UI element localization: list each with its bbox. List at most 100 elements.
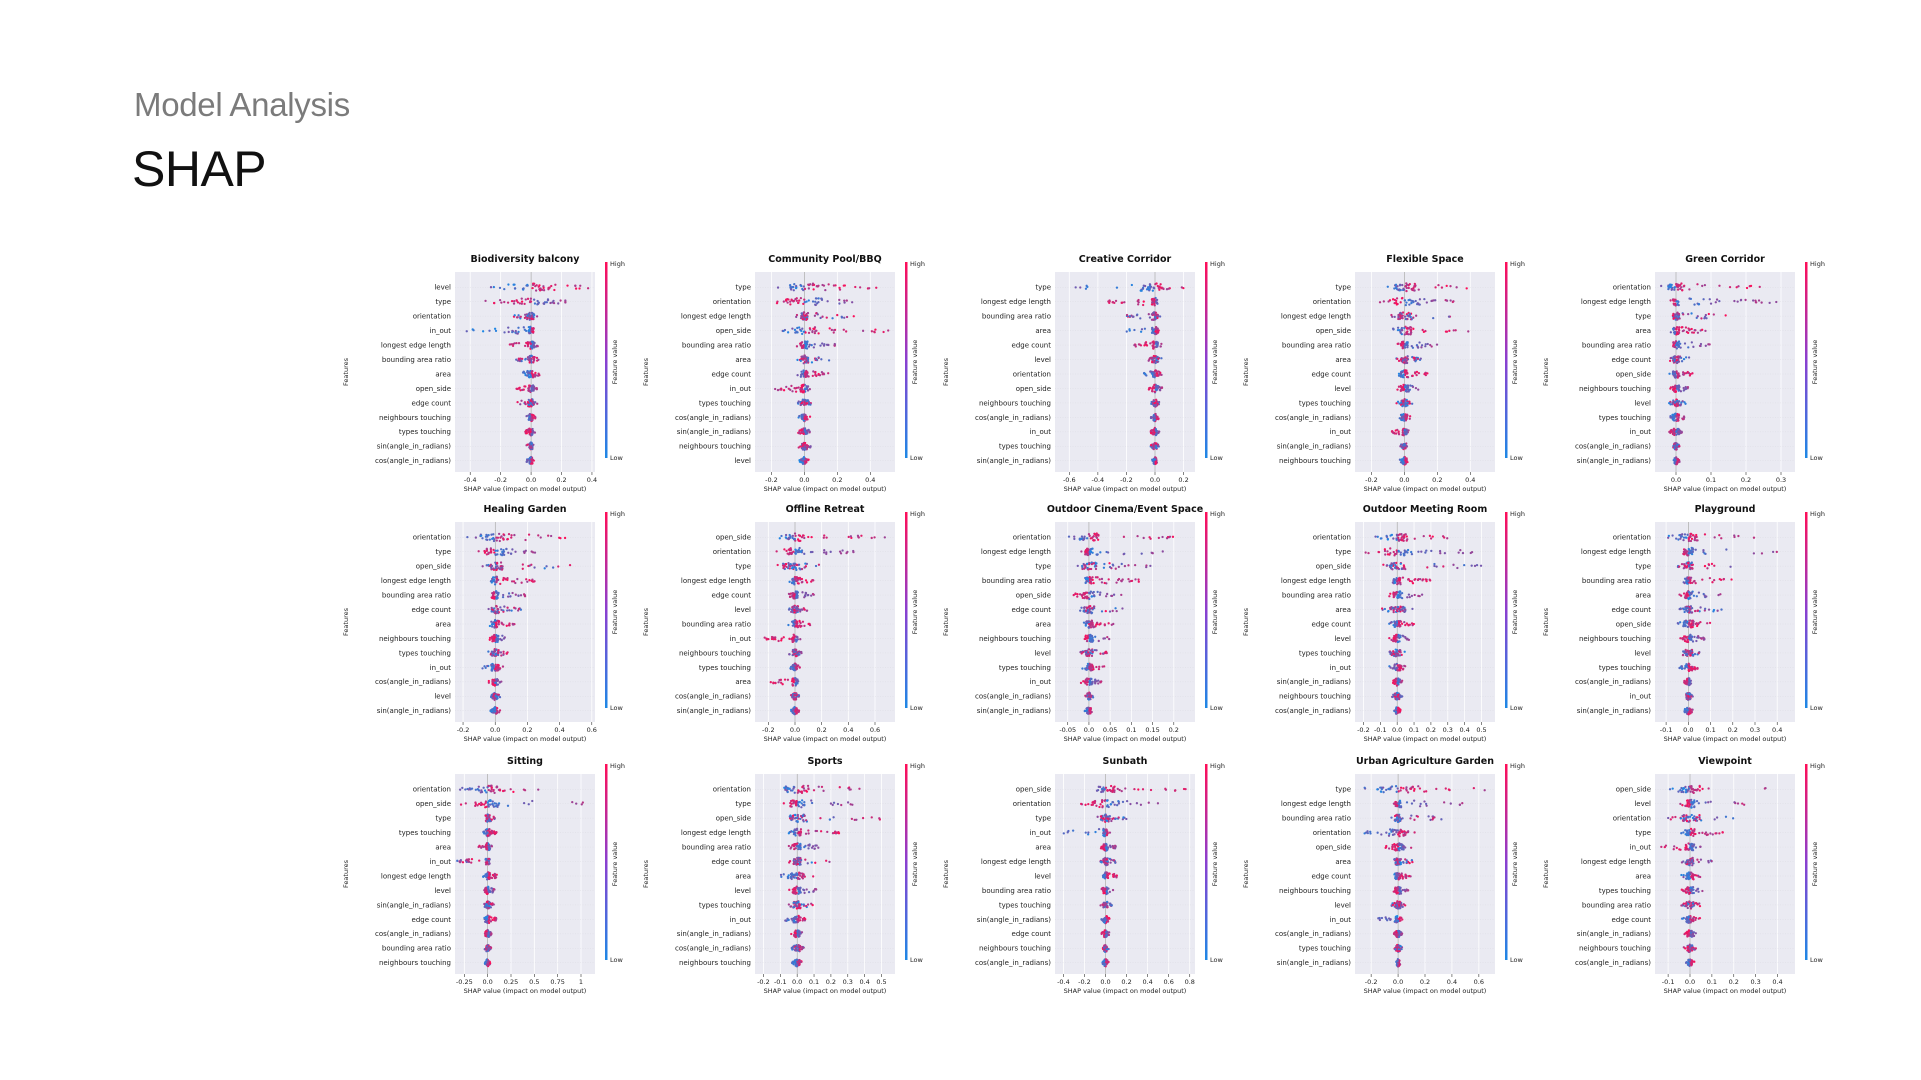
shap-point	[800, 416, 803, 420]
shap-point	[524, 429, 528, 432]
shap-point	[790, 679, 794, 683]
feature-label: neighbours touching	[1579, 385, 1651, 393]
shap-point	[528, 384, 532, 387]
feature-label: sin(angle_in_radians)	[677, 707, 751, 715]
feature-label: orientation	[413, 313, 451, 321]
shap-point	[1151, 389, 1154, 393]
shap-point	[793, 283, 796, 286]
shap-point	[1402, 361, 1406, 364]
x-tick-label: 0.4	[587, 476, 597, 484]
feature-label: orientation	[1613, 284, 1651, 292]
shap-point	[532, 361, 535, 364]
shap-point	[532, 330, 535, 333]
shap-point	[1154, 460, 1157, 464]
shap-point	[795, 345, 799, 348]
shap-point	[1408, 417, 1411, 420]
feature-label: edge count	[1012, 606, 1052, 614]
feature-label: orientation	[1013, 370, 1051, 378]
shap-point	[1152, 444, 1155, 447]
shap-point	[1086, 611, 1089, 614]
shap-point	[494, 681, 497, 684]
shap-point	[800, 651, 803, 655]
shap-point	[514, 607, 517, 610]
shap-point	[1683, 342, 1687, 345]
shap-point	[1145, 344, 1149, 347]
shap-point	[507, 326, 510, 329]
feature-label: cos(angle_in_radians)	[975, 414, 1051, 422]
shap-point	[793, 575, 797, 579]
shap-point	[817, 356, 820, 360]
shap-point	[485, 549, 489, 552]
shap-point	[867, 287, 871, 290]
shap-point	[513, 342, 516, 345]
feature-points	[481, 662, 505, 672]
shap-point	[789, 300, 792, 303]
shap-point	[810, 361, 814, 364]
shap-point	[534, 417, 537, 420]
shap-point	[804, 373, 807, 376]
feature-points	[778, 532, 886, 543]
shap-point	[788, 533, 791, 537]
shap-point	[1674, 318, 1677, 321]
shap-point	[1697, 303, 1701, 306]
shap-point	[495, 577, 499, 581]
shap-point	[1677, 428, 1681, 431]
shap-point	[1152, 329, 1155, 332]
shap-point	[1676, 288, 1680, 291]
shap-point	[1156, 344, 1159, 347]
shap-point	[1688, 374, 1692, 377]
shap-point	[1151, 344, 1154, 347]
shap-point	[803, 429, 806, 432]
feature-label: area	[735, 678, 751, 686]
shap-point	[795, 315, 798, 319]
feature-label: edge count	[712, 370, 752, 378]
feature-points	[489, 282, 590, 292]
shap-point	[1110, 594, 1114, 598]
shap-point	[800, 373, 803, 376]
shap-point	[800, 329, 803, 332]
shap-point	[1671, 357, 1675, 361]
shap-point	[1448, 329, 1451, 332]
shap-point	[1398, 283, 1402, 286]
shap-point	[787, 537, 791, 540]
feature-points	[490, 590, 527, 600]
feature-label: level	[1334, 385, 1351, 393]
shap-point	[529, 331, 532, 335]
shap-point	[800, 567, 804, 571]
shap-point	[1671, 359, 1675, 362]
feature-label: types touching	[999, 443, 1051, 451]
shap-point	[493, 696, 496, 700]
shap-point	[510, 536, 513, 539]
shap-point	[1153, 415, 1156, 418]
feature-points	[1672, 340, 1711, 350]
shap-point	[820, 297, 823, 300]
shap-point	[1444, 330, 1448, 333]
shap-point	[497, 620, 501, 623]
shap-point	[493, 649, 496, 652]
shap-point	[820, 358, 823, 361]
shap-point	[514, 581, 517, 585]
shap-point	[525, 460, 528, 464]
shap-point	[1404, 404, 1408, 407]
shap-point	[1408, 388, 1412, 391]
shap-point	[793, 706, 796, 709]
shap-point	[1405, 458, 1408, 462]
shap-point	[1406, 357, 1409, 360]
shap-point	[1155, 446, 1158, 450]
shap-point	[1156, 360, 1159, 364]
shap-point	[826, 300, 829, 303]
shap-point	[1680, 430, 1683, 433]
shap-point	[1151, 361, 1154, 364]
shap-point	[528, 564, 531, 567]
shap-point	[1140, 552, 1143, 555]
feature-points	[776, 562, 821, 572]
shap-point	[1147, 288, 1151, 291]
shap-point	[493, 576, 497, 579]
shap-point	[1673, 401, 1677, 404]
shap-point	[1768, 301, 1771, 304]
feature-label: area	[435, 370, 451, 378]
shap-point	[1391, 430, 1394, 433]
feature-label: type	[1035, 563, 1051, 571]
shap-point	[511, 344, 515, 348]
